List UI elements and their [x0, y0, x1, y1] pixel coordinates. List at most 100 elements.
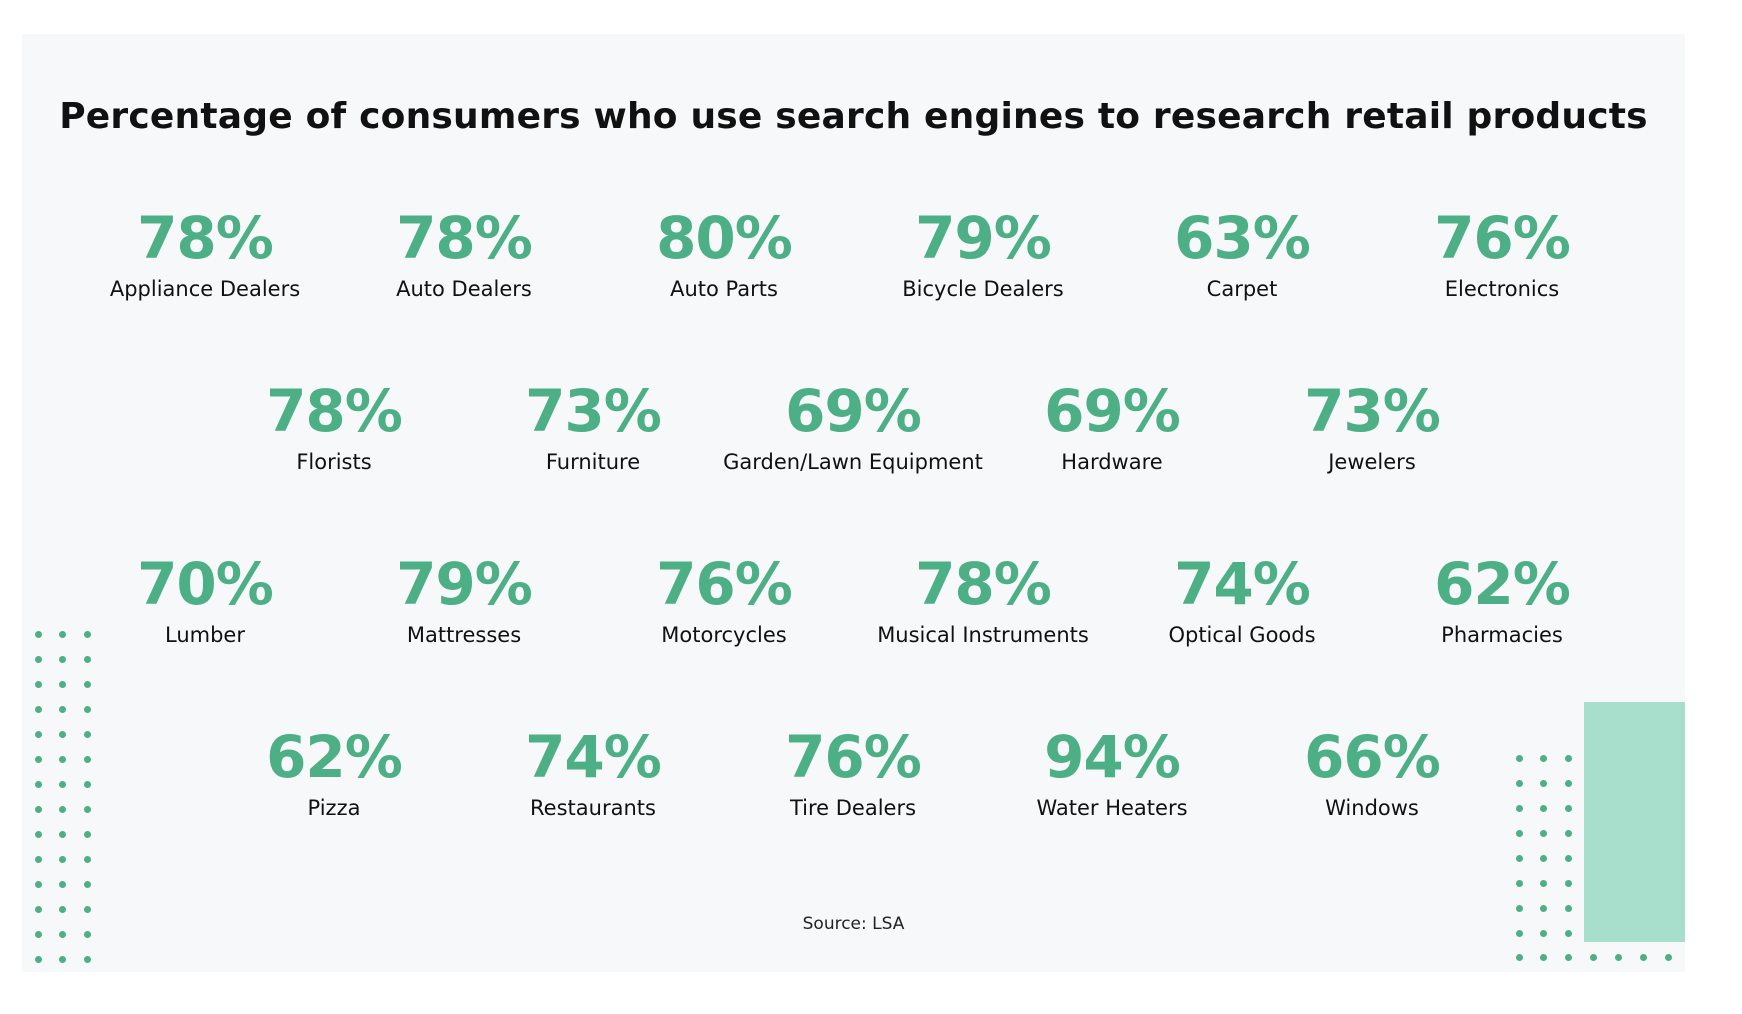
- decorative-dot: [1539, 904, 1547, 912]
- decorative-dot: [1539, 829, 1547, 837]
- decorative-dot: [1539, 953, 1547, 961]
- stat-value: 80%: [656, 204, 793, 272]
- decorative-dot: [34, 830, 42, 838]
- stat-value: 70%: [137, 550, 274, 618]
- stat-item: 70% Lumber: [75, 551, 335, 649]
- decorative-dot: [34, 905, 42, 913]
- stat-item: 76% Electronics: [1372, 205, 1632, 303]
- decorative-dot: [1564, 854, 1572, 862]
- decorative-dot: [83, 905, 91, 913]
- decorative-dot: [83, 955, 91, 963]
- decorative-dot: [58, 705, 66, 713]
- decorative-dot: [1515, 929, 1523, 937]
- decorative-dot: [83, 680, 91, 688]
- stat-item: 79% Bicycle Dealers: [853, 205, 1113, 303]
- stat-value: 73%: [1304, 377, 1441, 445]
- stat-label: Carpet: [1206, 277, 1278, 301]
- decorative-dot: [34, 655, 42, 663]
- decorative-dot: [34, 730, 42, 738]
- stat-value: 78%: [915, 550, 1052, 618]
- decorative-dot: [34, 955, 42, 963]
- decorative-dot: [34, 805, 42, 813]
- infographic-card: [22, 34, 1685, 972]
- decorative-dot: [58, 730, 66, 738]
- stat-item: 74% Restaurants: [463, 724, 723, 822]
- decorative-dot: [83, 705, 91, 713]
- stat-label: Water Heaters: [1036, 796, 1188, 820]
- stat-value: 69%: [785, 377, 922, 445]
- decorative-dot: [1515, 854, 1523, 862]
- stat-item: 78% Musical Instruments: [853, 551, 1113, 649]
- stat-label: Auto Parts: [670, 277, 778, 301]
- stat-item: 78% Auto Dealers: [334, 205, 594, 303]
- decorative-dot: [1515, 904, 1523, 912]
- decorative-dot: [1515, 879, 1523, 887]
- decorative-dot: [1564, 804, 1572, 812]
- decorative-dot: [34, 855, 42, 863]
- stat-value: 62%: [266, 723, 403, 791]
- decorative-dot: [1564, 879, 1572, 887]
- decorative-dot: [1539, 854, 1547, 862]
- stat-value: 79%: [915, 204, 1052, 272]
- stat-item: 63% Carpet: [1112, 205, 1372, 303]
- decorative-dot: [1515, 953, 1523, 961]
- stat-value: 73%: [525, 377, 662, 445]
- decorative-dot: [1664, 953, 1672, 961]
- decorative-dot: [34, 880, 42, 888]
- stat-label: Pharmacies: [1441, 623, 1563, 647]
- decorative-dot: [34, 705, 42, 713]
- decorative-dot: [1539, 804, 1547, 812]
- decorative-dot: [1539, 754, 1547, 762]
- decorative-dot: [83, 880, 91, 888]
- decorative-dot: [58, 830, 66, 838]
- decorative-dot: [1639, 953, 1647, 961]
- stat-label: Auto Dealers: [396, 277, 532, 301]
- stat-label: Mattresses: [406, 623, 522, 647]
- decorative-dot: [58, 755, 66, 763]
- stat-value: 62%: [1434, 550, 1571, 618]
- decorative-dot: [1539, 879, 1547, 887]
- stat-item: 78% Appliance Dealers: [75, 205, 335, 303]
- stat-value: 76%: [1434, 204, 1571, 272]
- chart-title: Percentage of consumers who use search e…: [59, 96, 1648, 137]
- decorative-dot: [58, 805, 66, 813]
- stat-value: 94%: [1044, 723, 1181, 791]
- decorative-dot: [58, 680, 66, 688]
- stat-value: 79%: [396, 550, 533, 618]
- decorative-dot: [1515, 754, 1523, 762]
- decorative-dot: [1564, 829, 1572, 837]
- stat-label: Garden/Lawn Equipment: [723, 450, 983, 474]
- stat-label: Furniture: [545, 450, 641, 474]
- decorative-dot: [83, 930, 91, 938]
- decorative-dot: [83, 630, 91, 638]
- decorative-dot: [83, 805, 91, 813]
- stat-item: 94% Water Heaters: [982, 724, 1242, 822]
- decorative-dot: [58, 905, 66, 913]
- stat-value: 63%: [1174, 204, 1311, 272]
- stat-value: 76%: [785, 723, 922, 791]
- decorative-dot: [1515, 804, 1523, 812]
- stat-label: Electronics: [1444, 277, 1560, 301]
- decorative-dot: [58, 930, 66, 938]
- decorative-dot: [58, 855, 66, 863]
- stat-value: 78%: [137, 204, 274, 272]
- decorative-dot: [83, 655, 91, 663]
- stat-value: 78%: [266, 377, 403, 445]
- stat-item: 74% Optical Goods: [1112, 551, 1372, 649]
- stat-item: 62% Pizza: [204, 724, 464, 822]
- decorative-dot: [58, 655, 66, 663]
- decorative-dot: [34, 630, 42, 638]
- stat-item: 78% Florists: [204, 378, 464, 476]
- stat-label: Appliance Dealers: [109, 277, 301, 301]
- decorative-dot: [58, 630, 66, 638]
- decorative-mint-block: [1584, 702, 1685, 942]
- stat-value: 69%: [1044, 377, 1181, 445]
- decorative-dot: [34, 930, 42, 938]
- stat-label: Motorcycles: [661, 623, 787, 647]
- stat-item: 69% Garden/Lawn Equipment: [723, 378, 983, 476]
- decorative-dot: [34, 755, 42, 763]
- decorative-dot: [58, 955, 66, 963]
- decorative-dot: [34, 680, 42, 688]
- stat-value: 76%: [656, 550, 793, 618]
- decorative-dot: [83, 780, 91, 788]
